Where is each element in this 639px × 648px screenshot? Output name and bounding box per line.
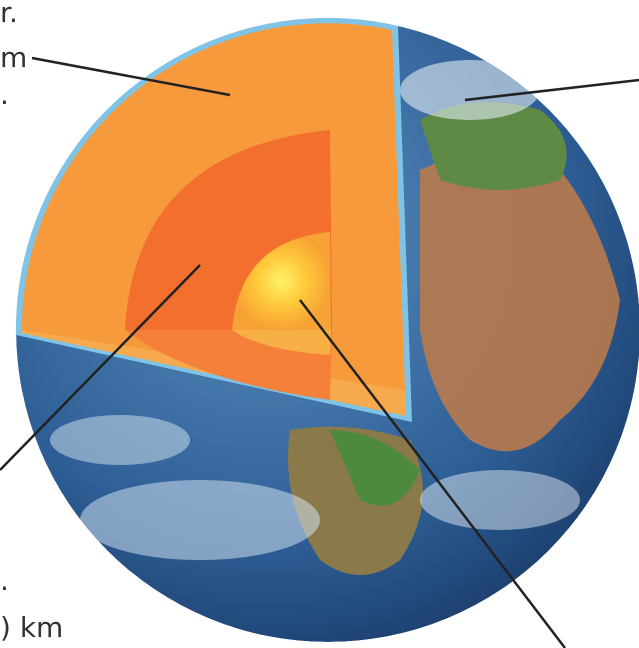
label: r. [0, 0, 18, 29]
label: . [0, 564, 9, 597]
label: m [0, 41, 27, 74]
label: ) km [0, 611, 63, 644]
leader-lines [0, 56, 639, 648]
cutaway [15, 18, 413, 423]
label: . [0, 78, 9, 111]
